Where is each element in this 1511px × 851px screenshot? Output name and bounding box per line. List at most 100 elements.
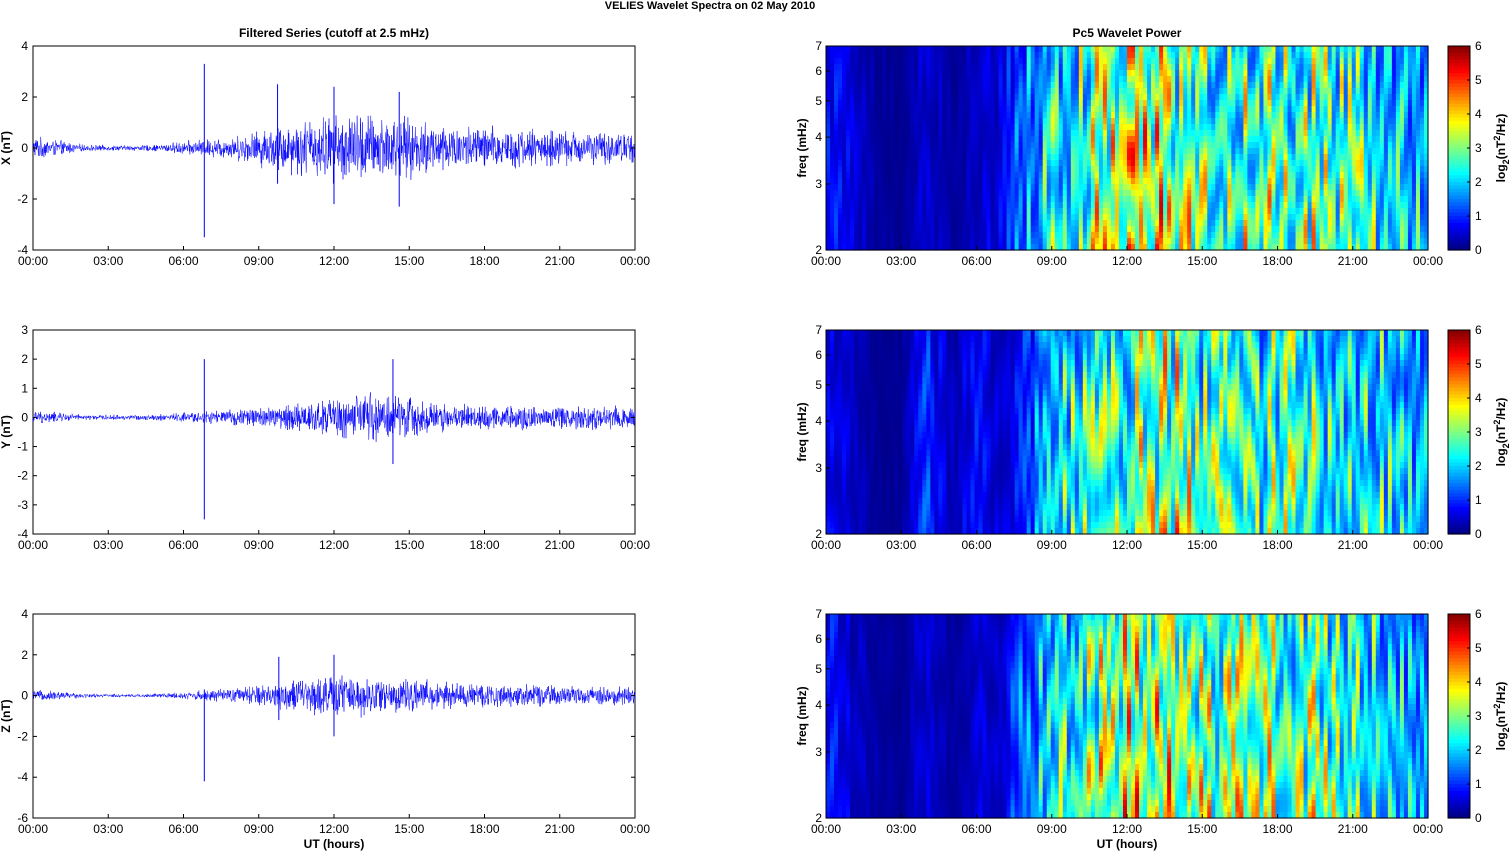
wavelet-panel-1-cell [982, 172, 988, 179]
wavelet-panel-1-cell [1367, 118, 1373, 125]
wavelet-panel-1-cell [1359, 244, 1365, 251]
wavelet-panel-1-cell [850, 226, 855, 233]
wavelet-panel-1-cell [1259, 106, 1265, 113]
wavelet-panel-1-cell [1319, 88, 1325, 95]
wavelet-panel-1-cell [1307, 154, 1313, 161]
wavelet-panel-1-cell [1110, 70, 1116, 77]
wavelet-panel-1-cell [1283, 130, 1289, 137]
wavelet-panel-1-cell [942, 238, 947, 245]
wavelet-panel-1-cell [1379, 64, 1385, 71]
wavelet-panel-1-cell [1339, 154, 1345, 161]
wavelet-panel-1-cell [1183, 148, 1188, 155]
wavelet-panel-1-cell [986, 166, 992, 173]
wavelet-panel-1-cell [858, 148, 863, 155]
wavelet-panel-1-cell [1331, 196, 1337, 203]
wavelet-panel-1-cell [1231, 184, 1236, 191]
wavelet-panel-1-cell [1114, 154, 1120, 161]
wavelet-panel-1-cell [1074, 136, 1080, 143]
wavelet-panel-1-cell [1167, 154, 1172, 161]
wavelet-panel-1-cell [1050, 244, 1056, 251]
wavelet-panel-1-cell [1167, 148, 1172, 155]
wavelet-panel-1-cell [1263, 238, 1269, 245]
wavelet-panel-1-cell [1046, 172, 1052, 179]
wavelet-panel-1-cell [954, 76, 960, 83]
wavelet-panel-1-cell [1163, 82, 1168, 89]
wavelet-panel-1-cell [1279, 172, 1285, 179]
wavelet-panel-1-cell [986, 124, 992, 131]
wavelet-panel-1-cell [1179, 130, 1184, 137]
wavelet-panel-1-cell [1082, 142, 1088, 149]
wavelet-panel-1-cell [846, 136, 851, 143]
wavelet-panel-1-cell [954, 208, 960, 215]
wavelet-panel-1-cell [1102, 112, 1108, 119]
wavelet-panel-1-cell [938, 46, 943, 53]
wavelet-panel-1-cell [1367, 178, 1373, 185]
wavelet-panel-1-cell [1139, 244, 1144, 251]
wavelet-panel-1-cell [1062, 196, 1068, 203]
wavelet-panel-1-cell [998, 202, 1004, 209]
wavelet-panel-1-cell [1311, 142, 1317, 149]
wavelet-panel-1-cell [1175, 94, 1180, 101]
wavelet-panel-1-cell [954, 124, 960, 131]
wavelet-panel-1-cell [1395, 148, 1401, 155]
wavelet-panel-1-cell [1395, 46, 1401, 53]
wavelet-panel-1-cell [1074, 172, 1080, 179]
wavelet-panel-1-cell [1058, 136, 1064, 143]
wavelet-panel-1-cell [858, 136, 863, 143]
wavelet-panel-1-cell [994, 100, 1000, 107]
wavelet-panel-1-cell [934, 100, 939, 107]
wavelet-panel-1-cell [1010, 82, 1016, 89]
wavelet-panel-1-cell [862, 64, 867, 71]
wavelet-panel-1-cell [1367, 64, 1373, 71]
wavelet-panel-1-cell [902, 82, 907, 89]
wavelet-panel-1-cell [1151, 154, 1156, 161]
wavelet-panel-1-cell [1074, 166, 1080, 173]
wavelet-panel-1-cell [846, 232, 851, 239]
wavelet-panel-1-cell [1147, 70, 1152, 77]
wavelet-panel-1-cell [1251, 112, 1257, 119]
wavelet-panel-1-cell [958, 184, 964, 191]
wavelet-panel-1-cell [910, 178, 915, 185]
wavelet-panel-1-cell [1315, 238, 1321, 245]
wavelet-panel-1-cell [834, 106, 839, 113]
wavelet-panel-1-cell [1255, 202, 1261, 209]
wavelet-panel-1-cell [1259, 82, 1265, 89]
wavelet-panel-1-cell [926, 106, 931, 113]
wavelet-panel-1-cell [1030, 232, 1036, 239]
wavelet-panel-1-cell [1319, 184, 1325, 191]
wavelet-panel-1-cell [890, 190, 895, 197]
wavelet-panel-1-cell [1179, 190, 1184, 197]
wavelet-panel-1-cell [1219, 172, 1224, 179]
wavelet-panel-1-cell [974, 220, 980, 227]
wavelet-panel-1-cell [906, 64, 911, 71]
wavelet-panel-1-cell [974, 100, 980, 107]
wavelet-panel-1-cell [1171, 136, 1176, 143]
wavelet-panel-1-cell [938, 214, 943, 221]
wavelet-panel-1-cell [1167, 112, 1172, 119]
wavelet-panel-1-cell [1307, 238, 1313, 245]
wavelet-panel-1-cell [1187, 142, 1192, 149]
wavelet-panel-1-cell [1335, 106, 1341, 113]
wavelet-panel-1-cell [1355, 196, 1361, 203]
wavelet-panel-1-cell [950, 160, 956, 167]
wavelet-panel-1-cell [1066, 160, 1072, 167]
wavelet-panel-1-cell [1050, 82, 1056, 89]
wavelet-panel-1-cell [1018, 118, 1024, 125]
wavelet-panel-1-cell [1279, 202, 1285, 209]
wavelet-panel-1-cell [1351, 166, 1357, 173]
wavelet-panel-1-cell [1307, 112, 1313, 119]
wavelet-panel-1-cell [906, 136, 911, 143]
wavelet-panel-1-cell [1339, 202, 1345, 209]
wavelet-panel-1-cell [1098, 76, 1104, 83]
wavelet-panel-1-cell [1090, 106, 1096, 113]
wavelet-panel-1-cell [1231, 238, 1236, 245]
wavelet-panel-1-cell [850, 118, 855, 125]
wavelet-panel-1-cell [1062, 220, 1068, 227]
wavelet-panel-1-cell [882, 88, 887, 95]
wavelet-panel-1-cell [1391, 202, 1397, 209]
wavelet-panel-1-cell [1339, 58, 1345, 65]
wavelet-panel-1-cell [882, 154, 887, 161]
wavelet-panel-1-cell [1042, 178, 1048, 185]
wavelet-panel-1-cell [1327, 76, 1333, 83]
wavelet-panel-1-cell [1203, 58, 1208, 65]
